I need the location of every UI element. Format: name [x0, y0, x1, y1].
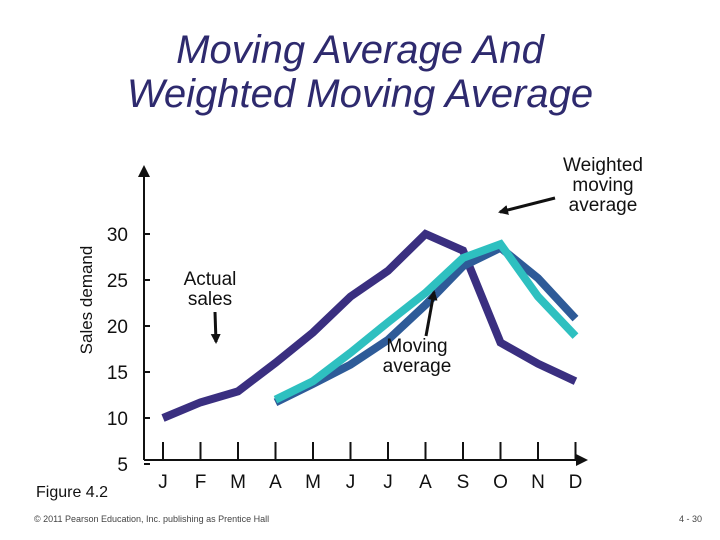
x-tick-label: A — [269, 472, 282, 493]
actual-annotation-line-1: Actual — [183, 269, 237, 290]
actual-series-line — [161, 229, 578, 422]
x-tick-label: M — [305, 472, 321, 493]
x-tick-label: N — [531, 472, 545, 493]
y-tick-label: 5 — [117, 455, 128, 476]
x-tick-label: J — [158, 472, 168, 493]
actual-annotation-line-2: sales — [187, 289, 233, 310]
x-axis-arrow — [576, 454, 588, 466]
moving-average-annotation: Moving average — [367, 337, 467, 377]
moving-annotation-line-1: Moving — [386, 336, 448, 357]
figure-label: Figure 4.2 — [36, 484, 109, 501]
page-number: 4 - 30 — [678, 514, 702, 524]
moving-series-line — [273, 243, 579, 406]
y-tick-label: 15 — [107, 363, 128, 384]
y-axis-label: Sales demand — [77, 246, 96, 355]
slide-title: Moving Average And Weighted Moving Avera… — [0, 28, 720, 116]
x-tick-label: M — [230, 472, 246, 493]
x-tick-label: J — [346, 472, 356, 493]
y-tick-label: 20 — [107, 317, 128, 338]
weighted-annotation-line-1: Weighted — [563, 155, 643, 176]
moving-annotation-arrow — [424, 290, 438, 337]
weighted-annotation-arrow — [498, 196, 556, 215]
x-tick-label: O — [493, 472, 508, 493]
y-axis-arrow — [138, 165, 150, 177]
title-line-1: Moving Average And — [176, 28, 544, 72]
x-tick-label: A — [419, 472, 432, 493]
x-tick-label: D — [569, 472, 583, 493]
actual-sales-annotation: Actual sales — [170, 270, 250, 310]
x-tick-label: F — [195, 472, 207, 493]
y-tick-label: 25 — [107, 271, 128, 292]
copyright-footer: © 2011 Pearson Education, Inc. publishin… — [34, 514, 270, 524]
weighted-moving-average-annotation: Weighted moving average — [548, 156, 658, 216]
title-line-2: Weighted Moving Average — [126, 72, 594, 116]
y-tick-label: 10 — [107, 409, 128, 430]
moving-annotation-line-2: average — [382, 356, 452, 377]
y-tick-label: 30 — [107, 225, 128, 246]
actual-annotation-arrow — [210, 311, 221, 344]
weighted-annotation-line-3: average — [568, 195, 638, 216]
x-tick-label: J — [383, 472, 393, 493]
x-tick-label: S — [457, 472, 470, 493]
weighted-annotation-line-2: moving — [572, 175, 634, 196]
weighted-series-line — [273, 239, 579, 404]
